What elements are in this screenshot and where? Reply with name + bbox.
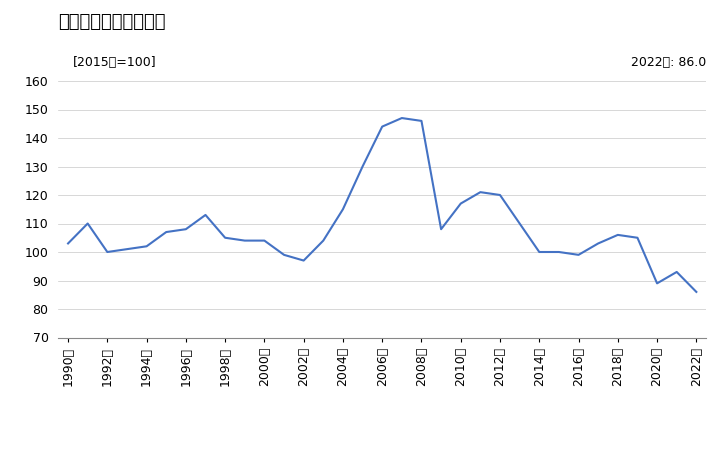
原系列	[339, 207, 347, 212]
原系列	[260, 238, 269, 243]
原系列	[614, 232, 622, 238]
原系列	[221, 235, 229, 240]
原系列	[594, 241, 603, 246]
原系列	[201, 212, 210, 218]
原系列	[456, 201, 465, 206]
原系列	[240, 238, 249, 243]
原系列	[397, 115, 406, 121]
原系列	[122, 247, 131, 252]
原系列	[555, 249, 563, 255]
原系列	[162, 230, 170, 235]
Text: 2022年: 86.0: 2022年: 86.0	[631, 56, 706, 69]
原系列	[673, 269, 681, 274]
原系列	[280, 252, 288, 257]
原系列	[358, 164, 367, 169]
原系列	[181, 226, 190, 232]
原系列	[476, 189, 485, 195]
原系列	[653, 281, 662, 286]
原系列	[633, 235, 642, 240]
Text: 原系列（年次）の推移: 原系列（年次）の推移	[58, 14, 166, 32]
原系列	[299, 258, 308, 263]
原系列	[692, 289, 701, 295]
原系列	[437, 226, 446, 232]
原系列	[319, 238, 328, 243]
原系列	[574, 252, 583, 257]
原系列	[496, 192, 505, 198]
原系列	[142, 243, 151, 249]
原系列	[515, 221, 524, 226]
Text: [2015年=100]: [2015年=100]	[73, 56, 157, 69]
原系列	[417, 118, 426, 124]
原系列	[103, 249, 111, 255]
原系列	[83, 221, 92, 226]
Line: 原系列: 原系列	[68, 118, 697, 292]
原系列	[63, 241, 72, 246]
原系列	[535, 249, 544, 255]
原系列	[378, 124, 387, 129]
